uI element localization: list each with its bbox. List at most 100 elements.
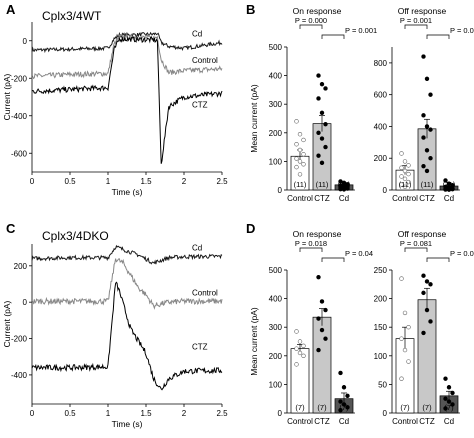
- data-point: [319, 160, 325, 166]
- data-point: [297, 172, 303, 177]
- n-label: (11): [399, 180, 412, 189]
- y-tick-label: 0: [278, 186, 283, 195]
- y-tick-label: 0: [278, 409, 283, 418]
- data-point: [406, 171, 411, 177]
- y-tick-label: 200: [374, 295, 388, 304]
- data-point: [341, 385, 347, 390]
- data-point: [424, 148, 430, 153]
- p-value-label: P = 0.059: [450, 249, 474, 258]
- n-label: (7): [295, 403, 305, 412]
- n-label: (11): [294, 180, 307, 189]
- trace-ctz: [31, 35, 223, 164]
- bar-subpanel: Off response0200400600800(11)Control(11)…: [374, 6, 474, 203]
- y-tick-label: 800: [374, 59, 388, 68]
- p-value-label: P = 0.000: [295, 16, 327, 25]
- panel-title: Cplx3/4WT: [42, 9, 102, 23]
- panel-title: Cplx3/4DKO: [42, 229, 109, 243]
- data-point: [319, 327, 325, 333]
- data-point: [294, 346, 299, 351]
- trace-cd: [31, 244, 223, 265]
- data-point: [428, 92, 433, 97]
- data-point: [428, 127, 433, 132]
- category-label: CTZ: [314, 194, 330, 203]
- data-point: [338, 399, 343, 404]
- x-tick-label: 0.5: [64, 177, 76, 186]
- y-tick-label: 250: [374, 266, 388, 275]
- data-point: [294, 119, 299, 124]
- data-point: [399, 182, 404, 187]
- y-tick-label: 200: [374, 154, 388, 163]
- data-point: [402, 310, 408, 316]
- data-point: [345, 393, 350, 399]
- p-value-label: P = 0.018: [295, 239, 327, 248]
- data-point: [301, 162, 306, 167]
- subpanel-title: Off response: [398, 229, 447, 239]
- significance-bracket: [404, 247, 428, 252]
- data-point: [316, 316, 321, 321]
- y-tick-label: 500: [269, 43, 283, 52]
- series-label-control: Control: [192, 56, 218, 65]
- data-point: [323, 307, 328, 313]
- y-tick-label: -600: [11, 149, 28, 158]
- x-tick-label: 1.5: [140, 409, 152, 418]
- data-point: [443, 406, 448, 411]
- x-axis-label: Time (s): [112, 419, 143, 429]
- y-tick-label: 400: [269, 295, 283, 304]
- data-point: [294, 329, 299, 334]
- data-point: [402, 168, 408, 174]
- panel-letter: B: [246, 2, 255, 17]
- trace-panel-C: C Cplx3/4DKO 0 0.5 1 1.5 2 2.5 200 0 -200 -400 Time …: [2, 221, 228, 429]
- bar-subpanel: On response 0 100 200 300 400 500 Mean current …: [249, 229, 373, 426]
- series-label-control: Control: [192, 288, 218, 297]
- data-point: [301, 343, 306, 348]
- trace-cd: [31, 31, 223, 54]
- significance-bracket: [426, 34, 450, 39]
- category-label: Cd: [444, 417, 454, 426]
- p-value-label: P = 0.028: [450, 26, 474, 35]
- data-point: [294, 362, 299, 367]
- x-tick-label: 2: [182, 409, 187, 418]
- bar-subpanel: On response 0 100 200 300 400 500 Mean current …: [249, 6, 377, 203]
- bar-panel-B: B On response 0 100 200 300 400 500 Mean current…: [246, 2, 474, 203]
- data-point: [338, 370, 343, 376]
- y-tick-label: 200: [269, 352, 283, 361]
- n-label: (7): [422, 403, 432, 412]
- x-tick-label: 2.5: [216, 177, 228, 186]
- data-point: [428, 319, 433, 324]
- y-tick-label: -400: [11, 371, 28, 380]
- data-point: [399, 151, 404, 156]
- panel-letter: D: [246, 221, 255, 236]
- n-label: (7): [339, 403, 349, 412]
- y-tick-label: 0: [23, 298, 28, 307]
- data-point: [297, 159, 303, 164]
- y-axis-label: Mean current (pA): [249, 307, 259, 376]
- p-value-label: P = 0.001: [400, 16, 432, 25]
- data-point: [406, 359, 411, 364]
- y-tick-label: 400: [374, 122, 388, 131]
- y-tick-label: 100: [374, 352, 388, 361]
- data-point: [294, 156, 299, 161]
- category-label: Cd: [339, 194, 349, 203]
- significance-bracket: [321, 257, 345, 262]
- data-point: [406, 163, 411, 168]
- y-tick-label: 300: [269, 323, 283, 332]
- n-label: (7): [400, 403, 410, 412]
- y-tick-label: 0: [383, 186, 388, 195]
- bar-ctz: [417, 299, 437, 414]
- y-tick-label: 200: [14, 262, 28, 271]
- category-label: Control: [392, 194, 418, 203]
- data-point: [399, 174, 404, 179]
- data-point: [421, 54, 426, 59]
- y-axis-label: Mean current (pA): [249, 84, 259, 153]
- data-point: [301, 353, 306, 358]
- data-point: [450, 390, 455, 396]
- y-tick-label: 100: [269, 157, 283, 166]
- data-point: [345, 405, 350, 410]
- trace-control: [31, 34, 223, 80]
- y-axis-label: Current (pA): [2, 73, 12, 120]
- data-point: [421, 135, 426, 140]
- x-tick-label: 1: [106, 409, 111, 418]
- n-label: (11): [316, 180, 329, 189]
- data-point: [297, 132, 303, 137]
- trace-panel-A: A Cplx3/4WT 0 0.5 1 1.5 2 2.5 0 -200 -400 -600 Time …: [2, 2, 228, 197]
